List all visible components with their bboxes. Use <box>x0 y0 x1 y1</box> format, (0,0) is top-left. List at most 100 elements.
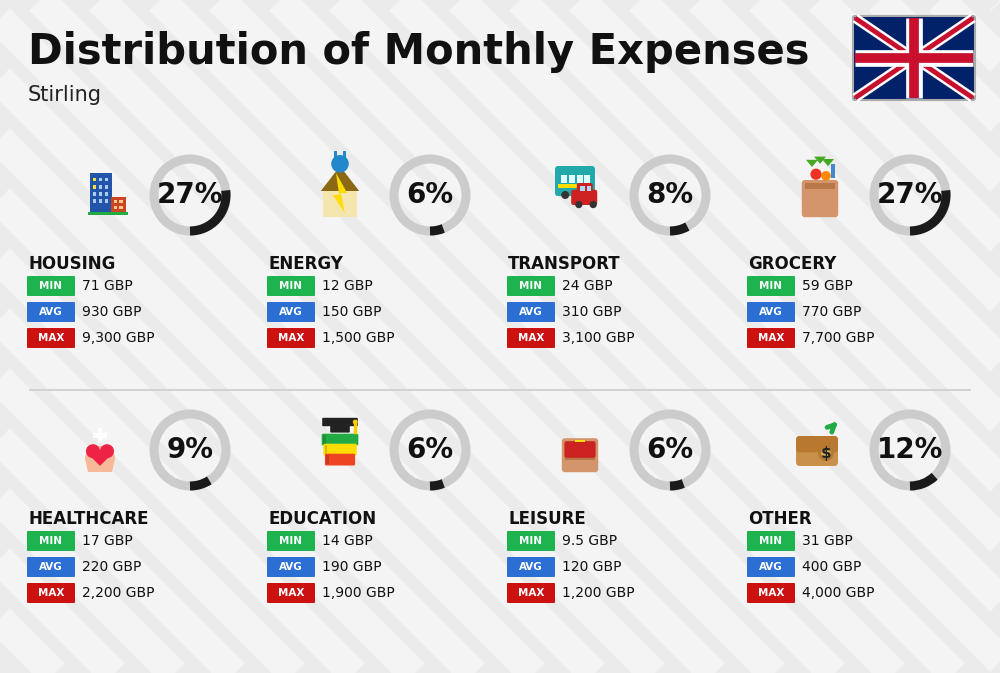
Bar <box>93 433 107 438</box>
Circle shape <box>820 447 832 460</box>
FancyBboxPatch shape <box>267 302 315 322</box>
Bar <box>93 185 96 188</box>
Text: 12%: 12% <box>877 436 943 464</box>
Text: AVG: AVG <box>519 562 543 572</box>
Bar <box>114 200 117 203</box>
Text: AVG: AVG <box>519 307 543 317</box>
Text: Distribution of Monthly Expenses: Distribution of Monthly Expenses <box>28 31 810 73</box>
Text: 1,200 GBP: 1,200 GBP <box>562 586 635 600</box>
Text: 59 GBP: 59 GBP <box>802 279 853 293</box>
Polygon shape <box>333 173 347 213</box>
FancyBboxPatch shape <box>796 436 838 452</box>
Bar <box>577 175 583 183</box>
Polygon shape <box>806 160 818 167</box>
Text: 9.5 GBP: 9.5 GBP <box>562 534 617 548</box>
FancyBboxPatch shape <box>802 180 838 217</box>
Bar <box>93 178 96 182</box>
Polygon shape <box>321 166 359 191</box>
Text: 27%: 27% <box>157 181 223 209</box>
Bar <box>111 197 126 213</box>
FancyBboxPatch shape <box>27 276 75 296</box>
Text: HEALTHCARE: HEALTHCARE <box>28 510 148 528</box>
Polygon shape <box>85 446 115 472</box>
Text: HOUSING: HOUSING <box>28 255 115 273</box>
Bar <box>119 200 123 203</box>
Text: 24 GBP: 24 GBP <box>562 279 613 293</box>
Text: AVG: AVG <box>279 562 303 572</box>
Text: GROCERY: GROCERY <box>748 255 836 273</box>
Bar <box>105 185 108 188</box>
FancyBboxPatch shape <box>267 583 315 603</box>
Text: MAX: MAX <box>518 333 544 343</box>
Bar <box>88 212 128 215</box>
Text: 400 GBP: 400 GBP <box>802 560 861 574</box>
Circle shape <box>581 191 589 199</box>
Text: 14 GBP: 14 GBP <box>322 534 373 548</box>
Text: 6%: 6% <box>646 436 694 464</box>
Text: MIN: MIN <box>280 536 302 546</box>
Text: 120 GBP: 120 GBP <box>562 560 622 574</box>
FancyBboxPatch shape <box>27 557 75 577</box>
Circle shape <box>86 444 100 458</box>
Text: MAX: MAX <box>518 588 544 598</box>
Text: MIN: MIN <box>40 536 62 546</box>
FancyBboxPatch shape <box>325 454 355 466</box>
Circle shape <box>590 201 597 208</box>
Text: 2,200 GBP: 2,200 GBP <box>82 586 154 600</box>
Text: 770 GBP: 770 GBP <box>802 305 861 319</box>
Text: MAX: MAX <box>38 333 64 343</box>
FancyBboxPatch shape <box>267 276 315 296</box>
Bar <box>575 440 585 442</box>
FancyBboxPatch shape <box>322 433 358 446</box>
FancyBboxPatch shape <box>747 531 795 551</box>
Circle shape <box>331 155 349 172</box>
Text: 310 GBP: 310 GBP <box>562 305 622 319</box>
Bar <box>325 446 327 454</box>
Text: 1,900 GBP: 1,900 GBP <box>322 586 395 600</box>
Bar <box>90 173 112 213</box>
Text: MAX: MAX <box>38 588 64 598</box>
Bar <box>99 178 102 182</box>
Text: LEISURE: LEISURE <box>508 510 586 528</box>
FancyBboxPatch shape <box>27 583 75 603</box>
Circle shape <box>575 201 582 208</box>
Bar <box>323 435 326 444</box>
FancyBboxPatch shape <box>27 531 75 551</box>
Text: 31 GBP: 31 GBP <box>802 534 853 548</box>
FancyBboxPatch shape <box>507 557 555 577</box>
Text: 6%: 6% <box>406 181 454 209</box>
FancyBboxPatch shape <box>322 418 358 426</box>
Polygon shape <box>822 159 834 166</box>
Polygon shape <box>814 157 826 164</box>
FancyBboxPatch shape <box>571 190 597 205</box>
Text: AVG: AVG <box>759 562 783 572</box>
Text: AVG: AVG <box>279 307 303 317</box>
Text: TRANSPORT: TRANSPORT <box>508 255 621 273</box>
FancyBboxPatch shape <box>507 583 555 603</box>
Circle shape <box>810 169 822 180</box>
Bar <box>105 199 108 203</box>
Text: MIN: MIN <box>760 536 782 546</box>
Bar <box>105 178 108 182</box>
FancyBboxPatch shape <box>747 328 795 348</box>
FancyBboxPatch shape <box>507 302 555 322</box>
Bar <box>99 199 102 203</box>
Bar <box>343 151 346 160</box>
Text: 7,700 GBP: 7,700 GBP <box>802 331 874 345</box>
Text: AVG: AVG <box>39 562 63 572</box>
Text: 8%: 8% <box>646 181 694 209</box>
Text: MAX: MAX <box>278 588 304 598</box>
FancyBboxPatch shape <box>323 444 357 456</box>
FancyBboxPatch shape <box>796 436 838 466</box>
FancyBboxPatch shape <box>267 557 315 577</box>
Text: EDUCATION: EDUCATION <box>268 510 376 528</box>
Bar <box>114 206 117 209</box>
Text: MIN: MIN <box>760 281 782 291</box>
Text: MIN: MIN <box>40 281 62 291</box>
Bar <box>587 186 591 191</box>
Text: MIN: MIN <box>280 281 302 291</box>
Text: MIN: MIN <box>520 281 542 291</box>
Bar <box>93 199 96 203</box>
Text: 150 GBP: 150 GBP <box>322 305 382 319</box>
Bar <box>334 151 337 160</box>
